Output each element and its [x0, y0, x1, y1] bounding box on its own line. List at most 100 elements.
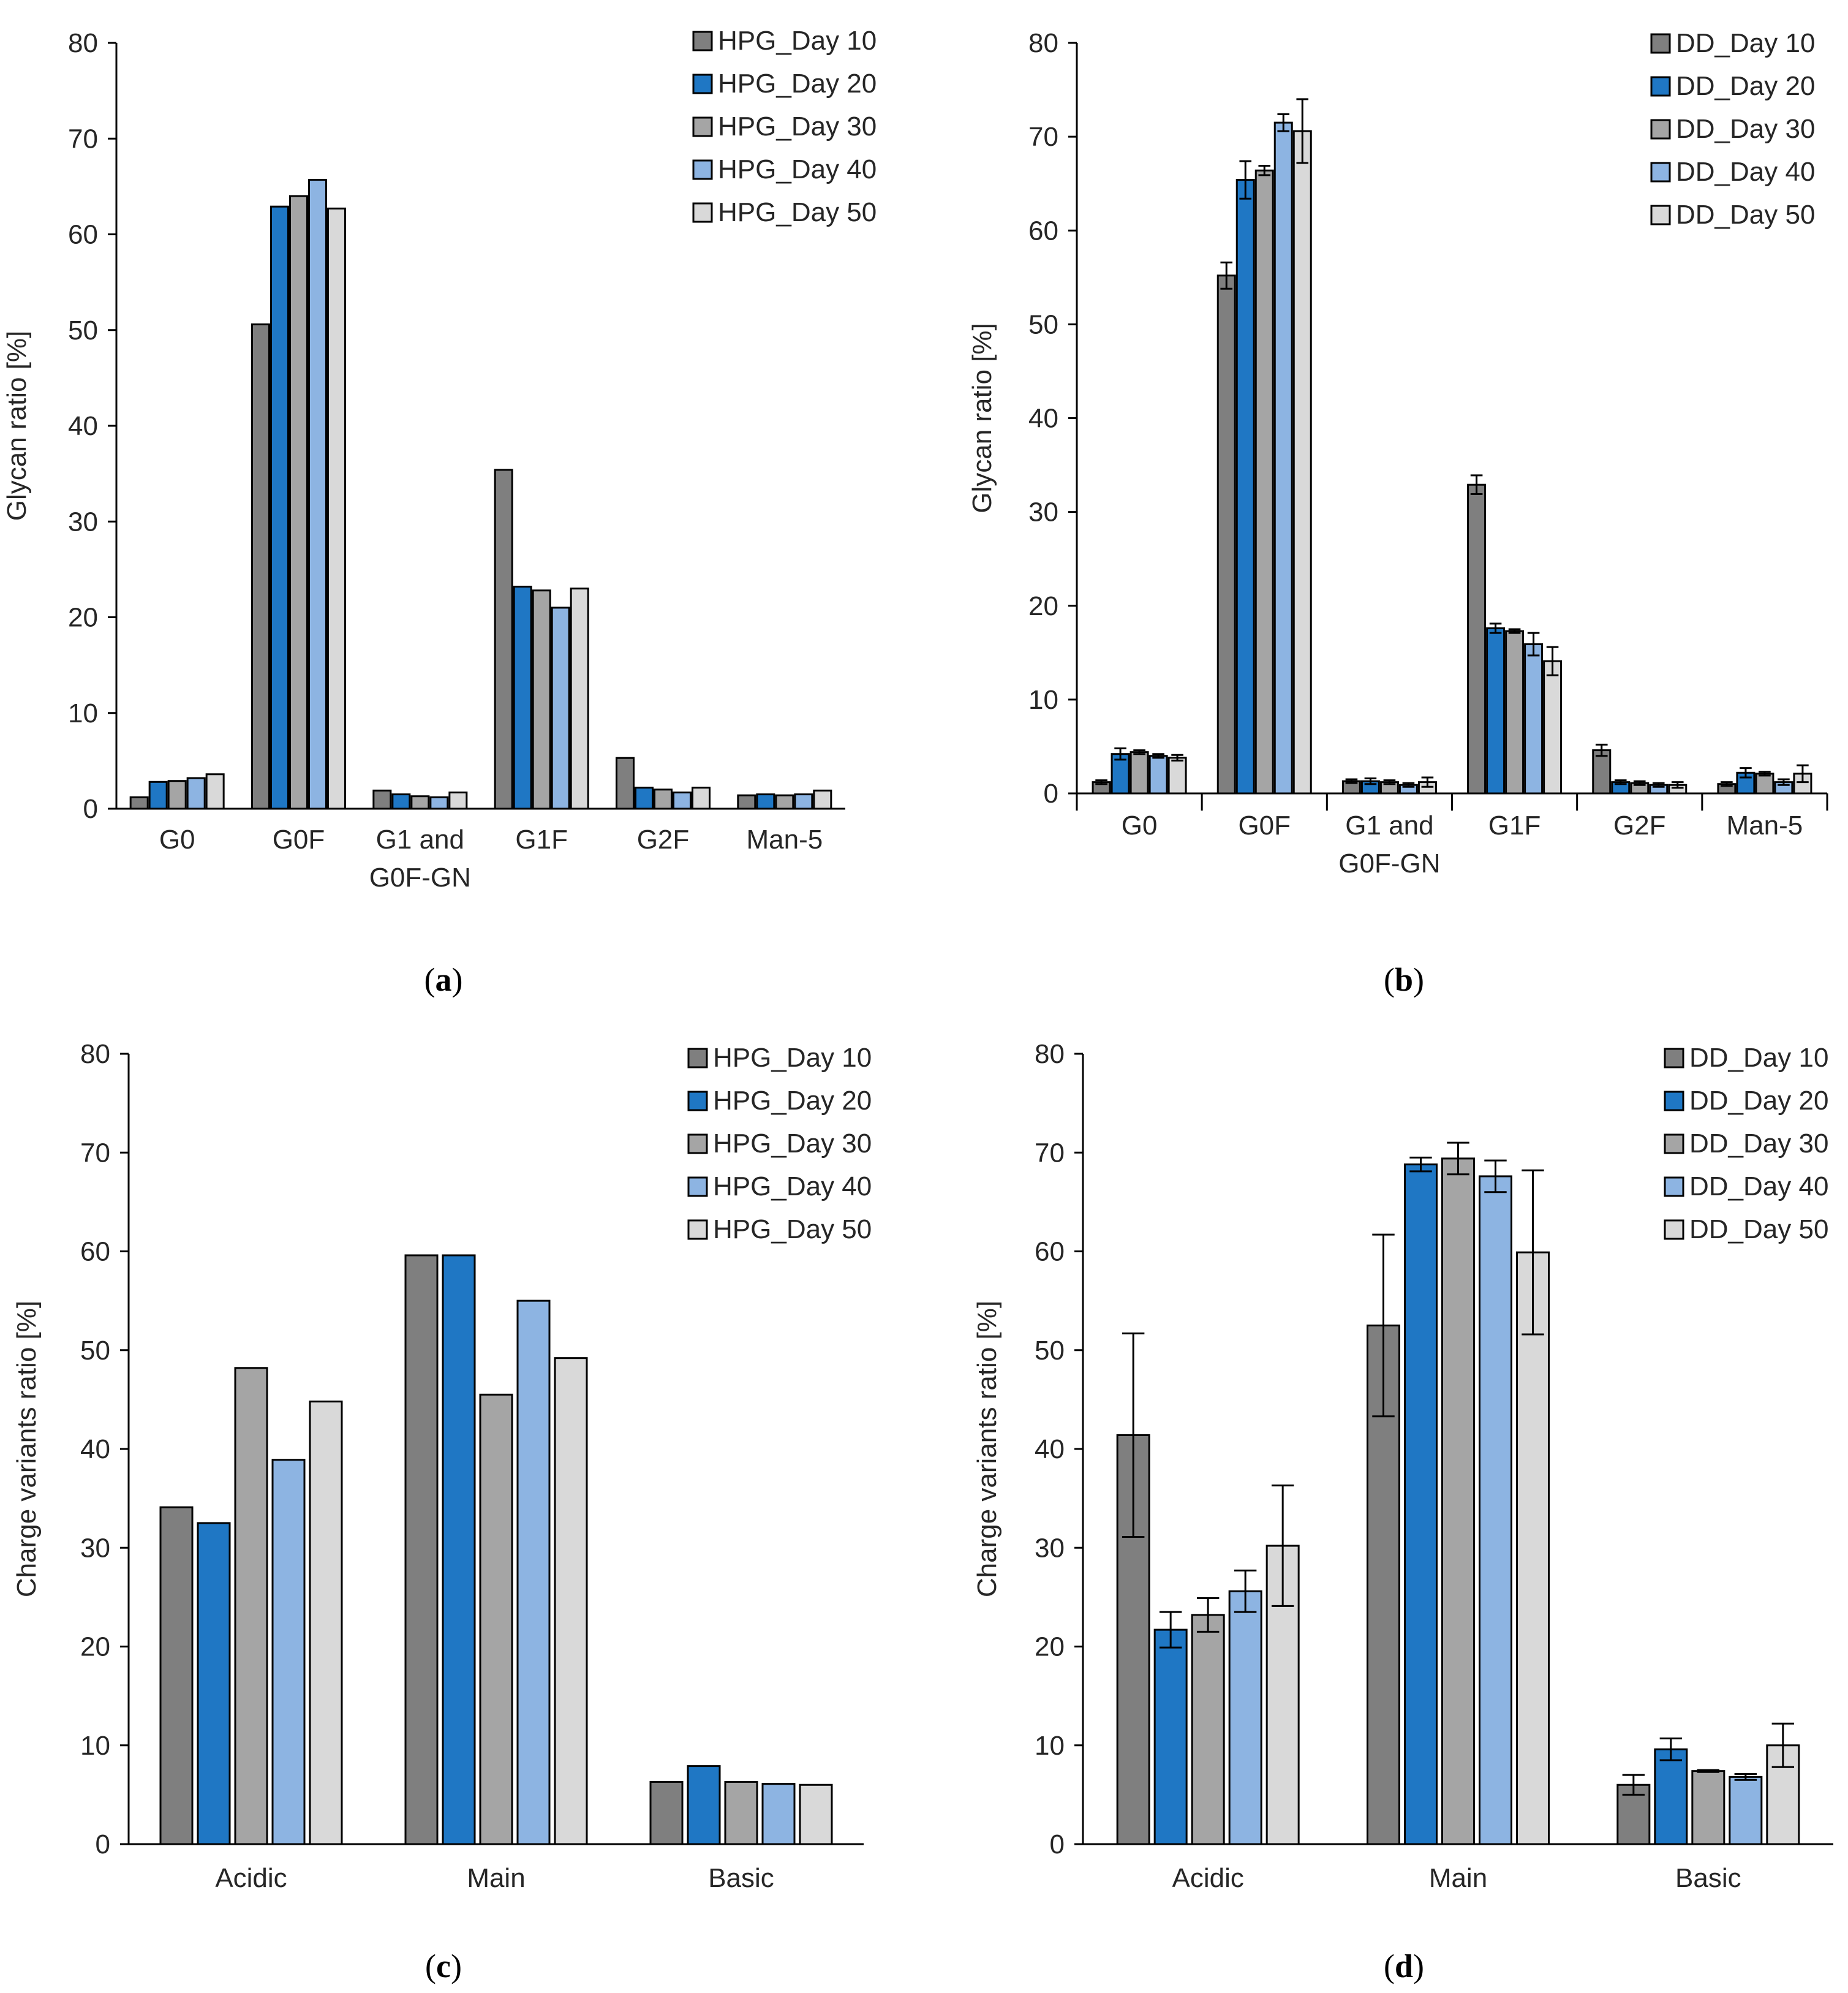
legend-swatch: [687, 1176, 708, 1197]
legend-swatch: [1664, 1219, 1684, 1240]
y-tick-label: 50: [1028, 309, 1058, 339]
legend-swatch: [1650, 162, 1671, 183]
bar: [372, 789, 392, 810]
bar: [532, 589, 551, 810]
y-tick-label: 50: [80, 1336, 110, 1366]
panel-caption-c: (c): [425, 1948, 462, 1984]
bar: [251, 323, 270, 810]
y-tick-label: 20: [68, 603, 98, 633]
y-tick-label: 30: [1028, 497, 1058, 528]
chart-panel-c: 0 10 20 30 40 50 60 70 80 Charge variants ratio […: [0, 1005, 924, 1993]
legend-label: DD_Day 30: [1676, 114, 1815, 144]
legend-label: HPG_Day 30: [718, 112, 877, 142]
legend-swatch: [1664, 1091, 1684, 1111]
legend-swatch: [692, 31, 713, 51]
bar: [327, 207, 346, 810]
legend-label: HPG_Day 20: [713, 1086, 872, 1116]
legend-label: DD_Day 10: [1689, 1043, 1828, 1073]
legend-label: HPG_Day 40: [713, 1171, 872, 1201]
chart-panel-d: 0 10 20 30 40 50 60 70 80 Charge variants ratio […: [924, 1005, 1848, 1993]
bar: [289, 195, 308, 810]
x-category-label: G0F: [273, 825, 325, 855]
x-category-label: Man-5: [746, 825, 823, 855]
bar: [1543, 660, 1563, 795]
y-tick-label: 60: [80, 1237, 110, 1267]
bar: [756, 793, 775, 810]
y-tick-label: 80: [1028, 28, 1058, 58]
legend-label: HPG_Day 40: [718, 154, 877, 184]
bar: [1235, 179, 1255, 795]
legend-swatch: [692, 74, 713, 94]
y-tick-label: 20: [80, 1632, 110, 1662]
legend-label: HPG_Day 20: [718, 69, 877, 99]
bar: [1486, 627, 1506, 795]
y-tick-label: 50: [68, 316, 98, 346]
x-category-label: G0: [1122, 811, 1158, 841]
bar: [1505, 630, 1525, 795]
x-category-label: G0F: [1238, 811, 1291, 841]
legend-swatch: [1650, 119, 1671, 140]
bar: [635, 787, 654, 810]
y-tick-label: 70: [1028, 122, 1058, 152]
legend-swatch: [1664, 1133, 1684, 1154]
x-category-label: Main: [1429, 1863, 1487, 1893]
bar: [1691, 1770, 1725, 1845]
x-category-label: G1F: [515, 825, 568, 855]
bar: [1479, 1175, 1512, 1845]
bar: [197, 1522, 231, 1845]
bar: [673, 791, 692, 810]
y-tick-label: 70: [80, 1138, 110, 1168]
bar: [167, 780, 187, 810]
y-tick-label: 60: [68, 220, 98, 250]
bar: [148, 781, 168, 810]
x-category-label: G1 and: [376, 825, 464, 855]
panel-caption-d: (d): [1383, 1948, 1424, 1984]
legend-label: DD_Day 40: [1676, 157, 1815, 187]
y-tick-label: 0: [96, 1829, 110, 1859]
y-tick-label: 0: [1044, 779, 1058, 809]
bar: [1228, 1590, 1262, 1845]
bar: [616, 757, 635, 810]
legend-swatch: [1650, 205, 1671, 225]
legend-label: DD_Day 50: [1676, 200, 1815, 230]
x-category-label: G2F: [637, 825, 690, 855]
x-category-label: G1F: [1488, 811, 1541, 841]
y-tick-label: 40: [1035, 1434, 1065, 1464]
x-category-label: G0: [159, 825, 195, 855]
legend-label: DD_Day 20: [1676, 71, 1815, 101]
bar: [1404, 1163, 1438, 1845]
bar: [186, 777, 206, 810]
bar: [1654, 1748, 1688, 1845]
x-category-label: Acidic: [215, 1863, 287, 1893]
y-tick-label: 30: [1035, 1533, 1065, 1563]
bar: [692, 787, 711, 810]
legend-label: DD_Day 50: [1689, 1214, 1828, 1244]
x-category-label: Basic: [708, 1863, 774, 1893]
x-category-label: G0F-GN: [1338, 849, 1440, 879]
bar: [1216, 274, 1236, 795]
y-tick-label: 10: [68, 698, 98, 728]
x-category-label: G2F: [1613, 811, 1666, 841]
bar: [775, 794, 794, 810]
bar: [1729, 1776, 1763, 1845]
y-tick-label: 20: [1035, 1632, 1065, 1662]
legend-swatch: [1650, 76, 1671, 97]
bar: [442, 1254, 476, 1845]
bar: [649, 1780, 684, 1845]
bar: [516, 1299, 551, 1845]
bar: [234, 1367, 268, 1845]
bar: [513, 586, 532, 810]
legend-swatch: [1664, 1048, 1684, 1068]
bar: [761, 1783, 796, 1845]
bar: [813, 789, 832, 810]
bar: [1153, 1628, 1188, 1845]
bar: [308, 178, 327, 810]
y-tick-label: 40: [1028, 404, 1058, 434]
bar: [1167, 757, 1187, 795]
legend-label: HPG_Day 10: [713, 1043, 872, 1073]
y-tick-label: 50: [1035, 1336, 1065, 1366]
charge-variants-chart-hpg: 0 10 20 30 40 50 60 70 80 Charge variants ratio […: [12, 1039, 872, 1893]
y-tick-label: 40: [80, 1434, 110, 1464]
y-tick-label: 10: [1035, 1731, 1065, 1761]
bar: [737, 794, 756, 810]
